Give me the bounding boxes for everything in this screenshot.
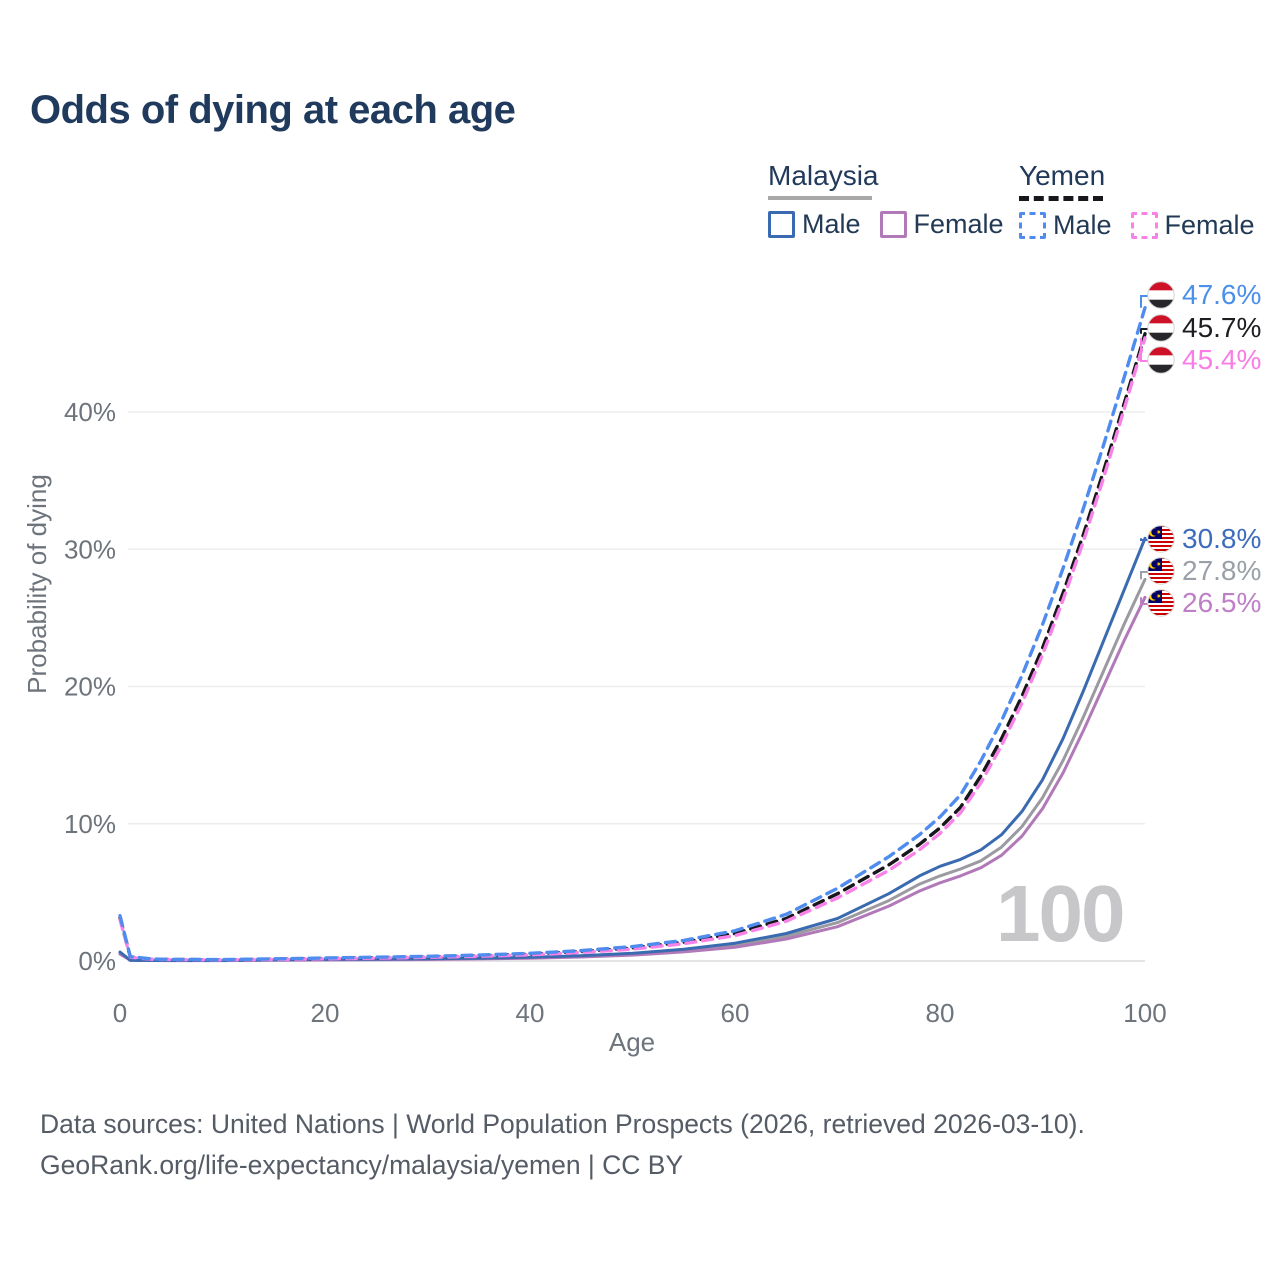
line-malaysia-male	[118, 536, 1147, 962]
x-tick-label: 100	[1123, 998, 1166, 1028]
footer-data-sources: Data sources: United Nations | World Pop…	[40, 1109, 1085, 1139]
yemen-flag-icon	[1147, 346, 1175, 374]
malaysia-flag-icon	[1147, 557, 1175, 585]
leader-malaysia-male	[1140, 538, 1150, 541]
end-label-value: 27.8%	[1182, 555, 1262, 586]
line-malaysia-female	[118, 595, 1147, 963]
leader-yemen-female	[1140, 337, 1150, 362]
legend-underline-malaysia	[768, 196, 872, 200]
legend-item-malaysia-female[interactable]: Female	[879, 209, 1004, 240]
legend-label: Male	[1053, 210, 1112, 240]
legend-swatch-malaysia-female	[879, 211, 907, 238]
age-counter-watermark: 100	[996, 869, 1125, 958]
legend-country-yemen: Yemen	[1019, 160, 1106, 191]
end-label-yemen-combined: 45.7%	[1147, 312, 1261, 344]
footer-attribution: GeoRank.org/life-expectancy/malaysia/yem…	[40, 1150, 684, 1180]
end-label-malaysia-female: 26.5%	[1147, 587, 1261, 619]
legend-country-malaysia: Malaysia	[768, 160, 879, 191]
end-label-value: 26.5%	[1182, 587, 1262, 618]
y-tick-label: 40%	[64, 397, 116, 427]
page-title: Odds of dying at each age	[30, 88, 516, 132]
x-tick-label: 0	[113, 998, 127, 1028]
leader-malaysia-combined	[1140, 571, 1150, 580]
legend-label: Female	[913, 209, 1004, 239]
end-label-value: 30.8%	[1182, 523, 1262, 554]
malaysia-flag-icon	[1147, 525, 1175, 553]
end-label-yemen-male: 47.6%	[1147, 279, 1261, 311]
yemen-flag-icon	[1147, 281, 1175, 309]
line-yemen-male	[118, 306, 1147, 962]
malaysia-flag-icon	[1147, 589, 1175, 617]
leader-yemen-male	[1140, 295, 1150, 308]
leader-yemen-combined	[1140, 328, 1150, 334]
end-label-value: 47.6%	[1182, 279, 1262, 310]
footer: Data sources: United Nations | World Pop…	[40, 1104, 1085, 1186]
legend-group-yemen: Yemen Male Female	[1019, 160, 1255, 241]
x-tick-label: 80	[926, 998, 955, 1028]
y-tick-label: 30%	[64, 534, 116, 564]
end-label-value: 45.4%	[1182, 344, 1262, 375]
legend-item-yemen-female[interactable]: Female	[1130, 210, 1255, 241]
line-malaysia-combined	[118, 577, 1147, 962]
legend-underline-yemen	[1019, 196, 1103, 201]
legend-swatch-malaysia-male	[768, 211, 795, 238]
end-label-malaysia-combined: 27.8%	[1147, 555, 1261, 587]
legend-swatch-yemen-male	[1019, 212, 1046, 239]
line-yemen-female	[118, 336, 1147, 962]
y-tick-label: 10%	[64, 809, 116, 839]
y-tick-label: 0%	[78, 946, 116, 976]
end-label-value: 45.7%	[1182, 312, 1262, 343]
legend-label: Female	[1164, 210, 1255, 240]
legend-label: Male	[802, 209, 861, 239]
line-yemen-combined	[118, 332, 1147, 962]
legend-item-malaysia-male[interactable]: Male	[768, 209, 861, 240]
y-axis-title: Probability of dying	[22, 474, 52, 694]
y-tick-label: 20%	[64, 672, 116, 702]
x-tick-label: 20	[311, 998, 340, 1028]
yemen-flag-icon	[1147, 314, 1175, 342]
leader-malaysia-female	[1140, 597, 1150, 605]
x-axis-title: Age	[609, 1027, 655, 1057]
legend-item-yemen-male[interactable]: Male	[1019, 210, 1112, 241]
x-tick-label: 60	[721, 998, 750, 1028]
legend-group-malaysia: Malaysia Male Female	[768, 160, 1004, 240]
legend-swatch-yemen-female	[1130, 212, 1158, 239]
end-label-malaysia-male: 30.8%	[1147, 523, 1261, 555]
x-tick-label: 40	[516, 998, 545, 1028]
end-label-yemen-female: 45.4%	[1147, 344, 1261, 376]
